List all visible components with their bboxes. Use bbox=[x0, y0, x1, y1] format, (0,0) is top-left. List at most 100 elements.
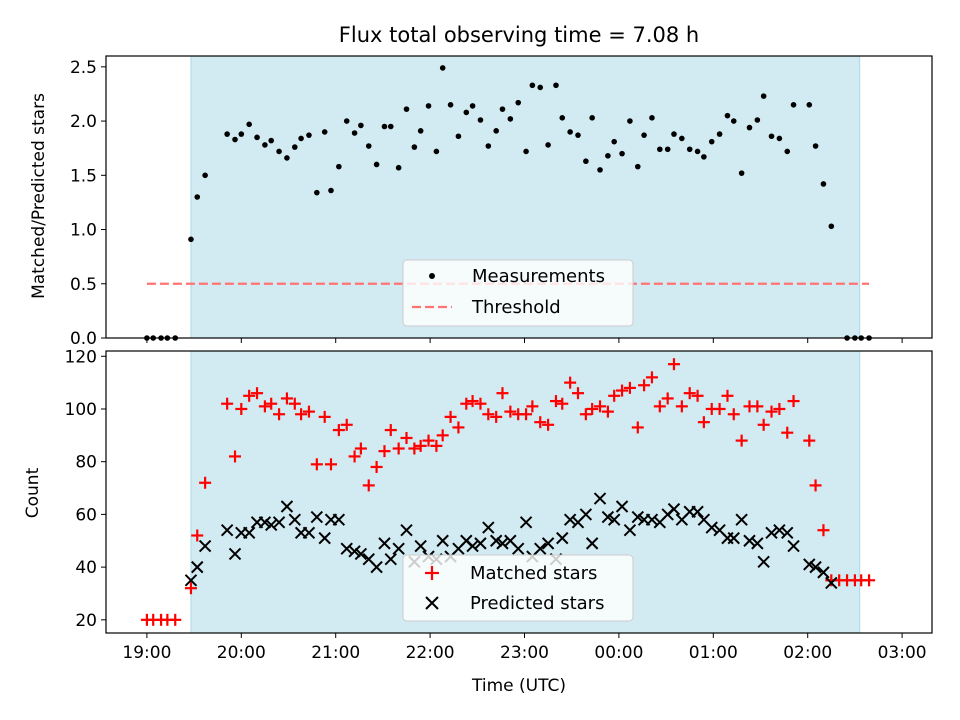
top-y-tick-label: 2.5 bbox=[70, 58, 97, 78]
measurement-point bbox=[537, 84, 544, 91]
measurement-point bbox=[507, 116, 514, 122]
measurement-point bbox=[754, 117, 761, 123]
predicted-stars-point bbox=[607, 513, 621, 526]
measurement-point bbox=[381, 123, 388, 130]
matched-stars-point bbox=[631, 421, 644, 434]
predicted-stars-point bbox=[773, 524, 786, 537]
measurement-point bbox=[559, 115, 566, 121]
predicted-stars-point bbox=[280, 500, 294, 513]
bottom-y-axis-label: Count bbox=[23, 467, 43, 518]
predicted-stars-point bbox=[781, 526, 794, 540]
top-y-tick-label: 2.0 bbox=[70, 112, 97, 132]
predicted-stars-point bbox=[615, 500, 629, 513]
predicted-stars-point bbox=[489, 534, 503, 547]
measurement-point bbox=[619, 150, 625, 157]
matched-stars-point bbox=[803, 434, 816, 447]
measurement-point bbox=[634, 163, 641, 170]
matched-stars-point bbox=[265, 397, 278, 410]
bot-y-tick-label: 80 bbox=[75, 453, 97, 473]
predicted-stars-point bbox=[825, 576, 838, 590]
x-tick-label: 01:00 bbox=[689, 643, 738, 663]
predicted-stars-point bbox=[563, 513, 577, 526]
predicted-stars-point bbox=[512, 542, 525, 555]
predicted-stars-point bbox=[579, 508, 593, 521]
bot-y-tick-label: 20 bbox=[75, 611, 97, 631]
predicted-stars-point bbox=[519, 516, 533, 529]
predicted-stars-point bbox=[735, 513, 748, 526]
matched-stars-point bbox=[258, 400, 271, 413]
matched-stars-point bbox=[452, 421, 465, 434]
matched-stars-point bbox=[408, 442, 421, 455]
measurement-point bbox=[387, 123, 394, 130]
measurement-point bbox=[276, 148, 282, 155]
matched-stars-point bbox=[460, 397, 473, 410]
matched-stars-point bbox=[586, 402, 599, 415]
measurement-point bbox=[553, 82, 559, 89]
matched-stars-point bbox=[697, 416, 710, 429]
matched-stars-point bbox=[504, 405, 517, 418]
measurement-point bbox=[343, 118, 350, 124]
measurement-point bbox=[768, 133, 775, 140]
x-tick-label: 22:00 bbox=[406, 643, 455, 663]
matched-stars-point bbox=[623, 381, 636, 394]
measurement-point bbox=[455, 133, 462, 140]
matched-stars-point bbox=[757, 418, 770, 431]
matched-stars-point bbox=[520, 408, 533, 421]
legend-predicted-marker bbox=[425, 596, 439, 610]
matched-stars-point bbox=[310, 458, 323, 471]
predicted-stars-point bbox=[803, 558, 816, 571]
x-tick-label: 19:00 bbox=[122, 643, 171, 663]
measurement-point bbox=[238, 131, 245, 137]
predicted-stars-point bbox=[787, 539, 800, 553]
top-y-axis-label: Matched/Predicted stars bbox=[29, 93, 49, 299]
predicted-stars-point bbox=[466, 539, 479, 553]
matched-stars-point bbox=[318, 410, 331, 423]
top-y-tick-label: 0.0 bbox=[70, 329, 97, 349]
x-tick-label: 21:00 bbox=[311, 643, 360, 663]
measurement-point bbox=[806, 102, 813, 108]
chart-title: Flux total observing time = 7.08 h bbox=[339, 23, 699, 47]
matched-stars-point bbox=[340, 418, 353, 431]
matched-stars-point bbox=[280, 392, 293, 405]
measurement-point bbox=[485, 143, 492, 149]
matched-stars-point bbox=[490, 410, 503, 423]
matched-stars-point bbox=[727, 408, 740, 421]
measurement-point bbox=[306, 132, 312, 138]
measurement-point bbox=[790, 102, 797, 108]
matched-stars-point bbox=[765, 405, 778, 418]
measurement-point bbox=[583, 158, 589, 165]
measurement-point bbox=[738, 170, 745, 176]
measurement-point bbox=[649, 115, 655, 121]
predicted-stars-point bbox=[601, 510, 615, 524]
matched-stars-point bbox=[229, 450, 242, 463]
matched-stars-point bbox=[348, 450, 361, 463]
matched-stars-point bbox=[191, 529, 204, 542]
matched-stars-point bbox=[169, 613, 182, 626]
matched-stars-point bbox=[863, 574, 876, 587]
legend-measurements-marker bbox=[429, 273, 435, 279]
matched-stars-point bbox=[430, 439, 443, 452]
matched-stars-point bbox=[302, 405, 315, 418]
predicted-stars-point bbox=[378, 537, 391, 550]
measurement-point bbox=[298, 135, 304, 142]
top-plot-frame bbox=[105, 55, 933, 339]
top-legend-box bbox=[402, 259, 634, 327]
measurement-point bbox=[627, 118, 633, 124]
measurement-point bbox=[411, 144, 418, 150]
matched-stars-point bbox=[288, 397, 301, 410]
bottom-panel: 20 40 60 80 100 120 19:00 20:00 21:00 22:00 23:00 0… bbox=[23, 347, 933, 696]
measurement-point bbox=[417, 128, 424, 134]
measurement-point bbox=[523, 148, 529, 155]
predicted-stars-point bbox=[631, 510, 644, 524]
predicted-stars-point bbox=[340, 542, 353, 555]
bot-y-tick-label: 60 bbox=[75, 505, 97, 525]
predicted-stars-point bbox=[809, 560, 822, 574]
predicted-stars-point bbox=[556, 531, 569, 545]
measurement-point bbox=[365, 143, 372, 149]
matched-stars-point bbox=[295, 408, 308, 421]
predicted-stars-point bbox=[310, 510, 324, 524]
bottom-legend: Matched stars Predicted stars bbox=[402, 554, 634, 622]
matched-stars-point bbox=[667, 358, 680, 371]
matched-stars-point bbox=[324, 458, 337, 471]
predicted-stars-point bbox=[705, 521, 718, 534]
